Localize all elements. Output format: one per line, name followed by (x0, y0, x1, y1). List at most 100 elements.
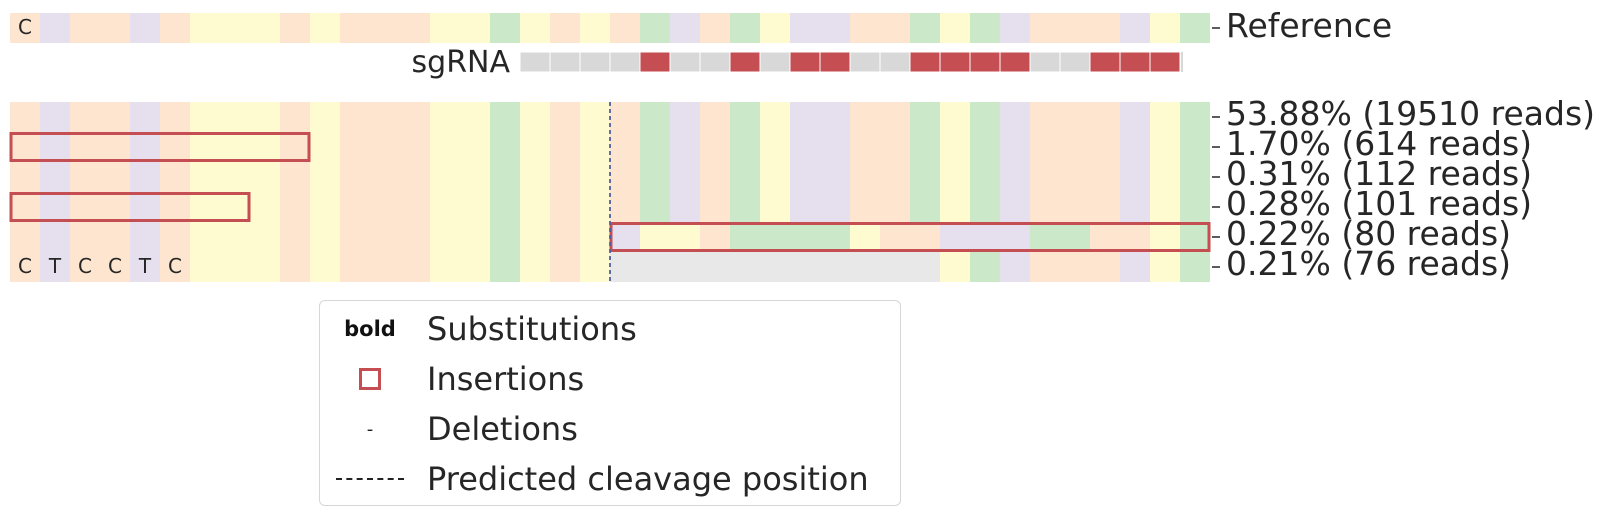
allele-cell (730, 132, 760, 162)
allele-cell (250, 222, 280, 252)
allele-cell (1060, 222, 1090, 252)
allele-cell (670, 132, 700, 162)
allele-cell (490, 102, 520, 132)
legend-label-deletions: Deletions (427, 410, 578, 448)
allele-cell (1090, 192, 1120, 222)
allele-cell (1000, 252, 1030, 282)
allele-cell (640, 132, 670, 162)
allele-cell (700, 102, 730, 132)
reference-cell (730, 13, 760, 43)
sgrna-mismatch-cell (1119, 51, 1151, 73)
allele-cell (490, 192, 520, 222)
allele-cell (1000, 222, 1030, 252)
allele-cell (520, 222, 550, 252)
legend-item-cleavage: Predicted cleavage position (320, 454, 900, 504)
allele-cell (730, 162, 760, 192)
allele-cell (40, 252, 70, 282)
allele-cell (70, 132, 100, 162)
allele-cell (520, 102, 550, 132)
allele-cell (760, 132, 790, 162)
allele-cell (400, 102, 430, 132)
allele-cell (670, 162, 700, 192)
allele-cell (820, 252, 850, 282)
allele-cell (190, 192, 220, 222)
allele-cell (160, 222, 190, 252)
allele-cell (730, 252, 760, 282)
allele-cell (610, 162, 640, 192)
allele-base-letter: T (48, 254, 62, 278)
sgrna-mismatch-cell (639, 51, 671, 73)
allele-cell (850, 252, 880, 282)
reference-base-letter: C (18, 15, 32, 39)
allele-cell (190, 162, 220, 192)
sgrna-mismatch-cell (909, 51, 941, 73)
allele-cell (1150, 102, 1180, 132)
allele-cell (160, 132, 190, 162)
allele-cell (910, 162, 940, 192)
reference-cell (280, 13, 310, 43)
reference-cell (370, 13, 400, 43)
allele-cell (880, 192, 910, 222)
allele-cell (580, 162, 610, 192)
reference-cell (970, 13, 1000, 43)
reference-cell (1150, 13, 1180, 43)
allele-cell (190, 222, 220, 252)
allele-cell (310, 252, 340, 282)
legend-label-cleavage: Predicted cleavage position (427, 460, 869, 498)
allele-cell (730, 102, 760, 132)
allele-cell (670, 252, 700, 282)
sgrna-cell (579, 51, 611, 73)
allele-cell (850, 222, 880, 252)
sgrna-mismatch-cell (819, 51, 851, 73)
allele-cell (910, 192, 940, 222)
allele-cell (1180, 252, 1210, 282)
sgrna-cell (669, 51, 701, 73)
allele-cell (130, 252, 160, 282)
allele-cell (100, 252, 130, 282)
allele-cell (70, 222, 100, 252)
allele-cell (400, 192, 430, 222)
reference-cell (160, 13, 190, 43)
reference-cell (40, 13, 70, 43)
sgrna-mismatch-cell (789, 51, 821, 73)
allele-cell (760, 222, 790, 252)
reference-cell (430, 13, 460, 43)
allele-cell (970, 222, 1000, 252)
allele-cell (610, 132, 640, 162)
sgrna-cell (849, 51, 881, 73)
allele-cell (790, 132, 820, 162)
allele-cell (490, 222, 520, 252)
allele-cell (910, 252, 940, 282)
allele-cell (1000, 162, 1030, 192)
allele-cell (130, 132, 160, 162)
sgrna-label: sgRNA (412, 45, 511, 80)
allele-cell (400, 252, 430, 282)
legend-label-substitutions: Substitutions (427, 310, 637, 348)
reference-cell (1180, 13, 1210, 43)
reference-cell (100, 13, 130, 43)
reference-cell (700, 13, 730, 43)
allele-cell (580, 102, 610, 132)
allele-cell (550, 252, 580, 282)
allele-cell (970, 252, 1000, 282)
allele-cell (370, 162, 400, 192)
sgrna-mismatch-cell (999, 51, 1031, 73)
allele-cell (310, 162, 340, 192)
allele-cell (1000, 132, 1030, 162)
allele-cell (250, 252, 280, 282)
allele-cell (1000, 102, 1030, 132)
sgrna-mismatch-cell (729, 51, 761, 73)
allele-cell (610, 222, 640, 252)
allele-cell (850, 132, 880, 162)
allele-cell (550, 102, 580, 132)
allele-cell (1150, 252, 1180, 282)
reference-cell (490, 13, 520, 43)
allele-cell (1180, 132, 1210, 162)
overlays (9, 102, 1211, 282)
allele-cell (700, 192, 730, 222)
legend-key-bold: bold (344, 317, 396, 341)
allele-cell (460, 192, 490, 222)
allele-cell (760, 102, 790, 132)
allele-cell (190, 132, 220, 162)
allele-cell (1120, 192, 1150, 222)
